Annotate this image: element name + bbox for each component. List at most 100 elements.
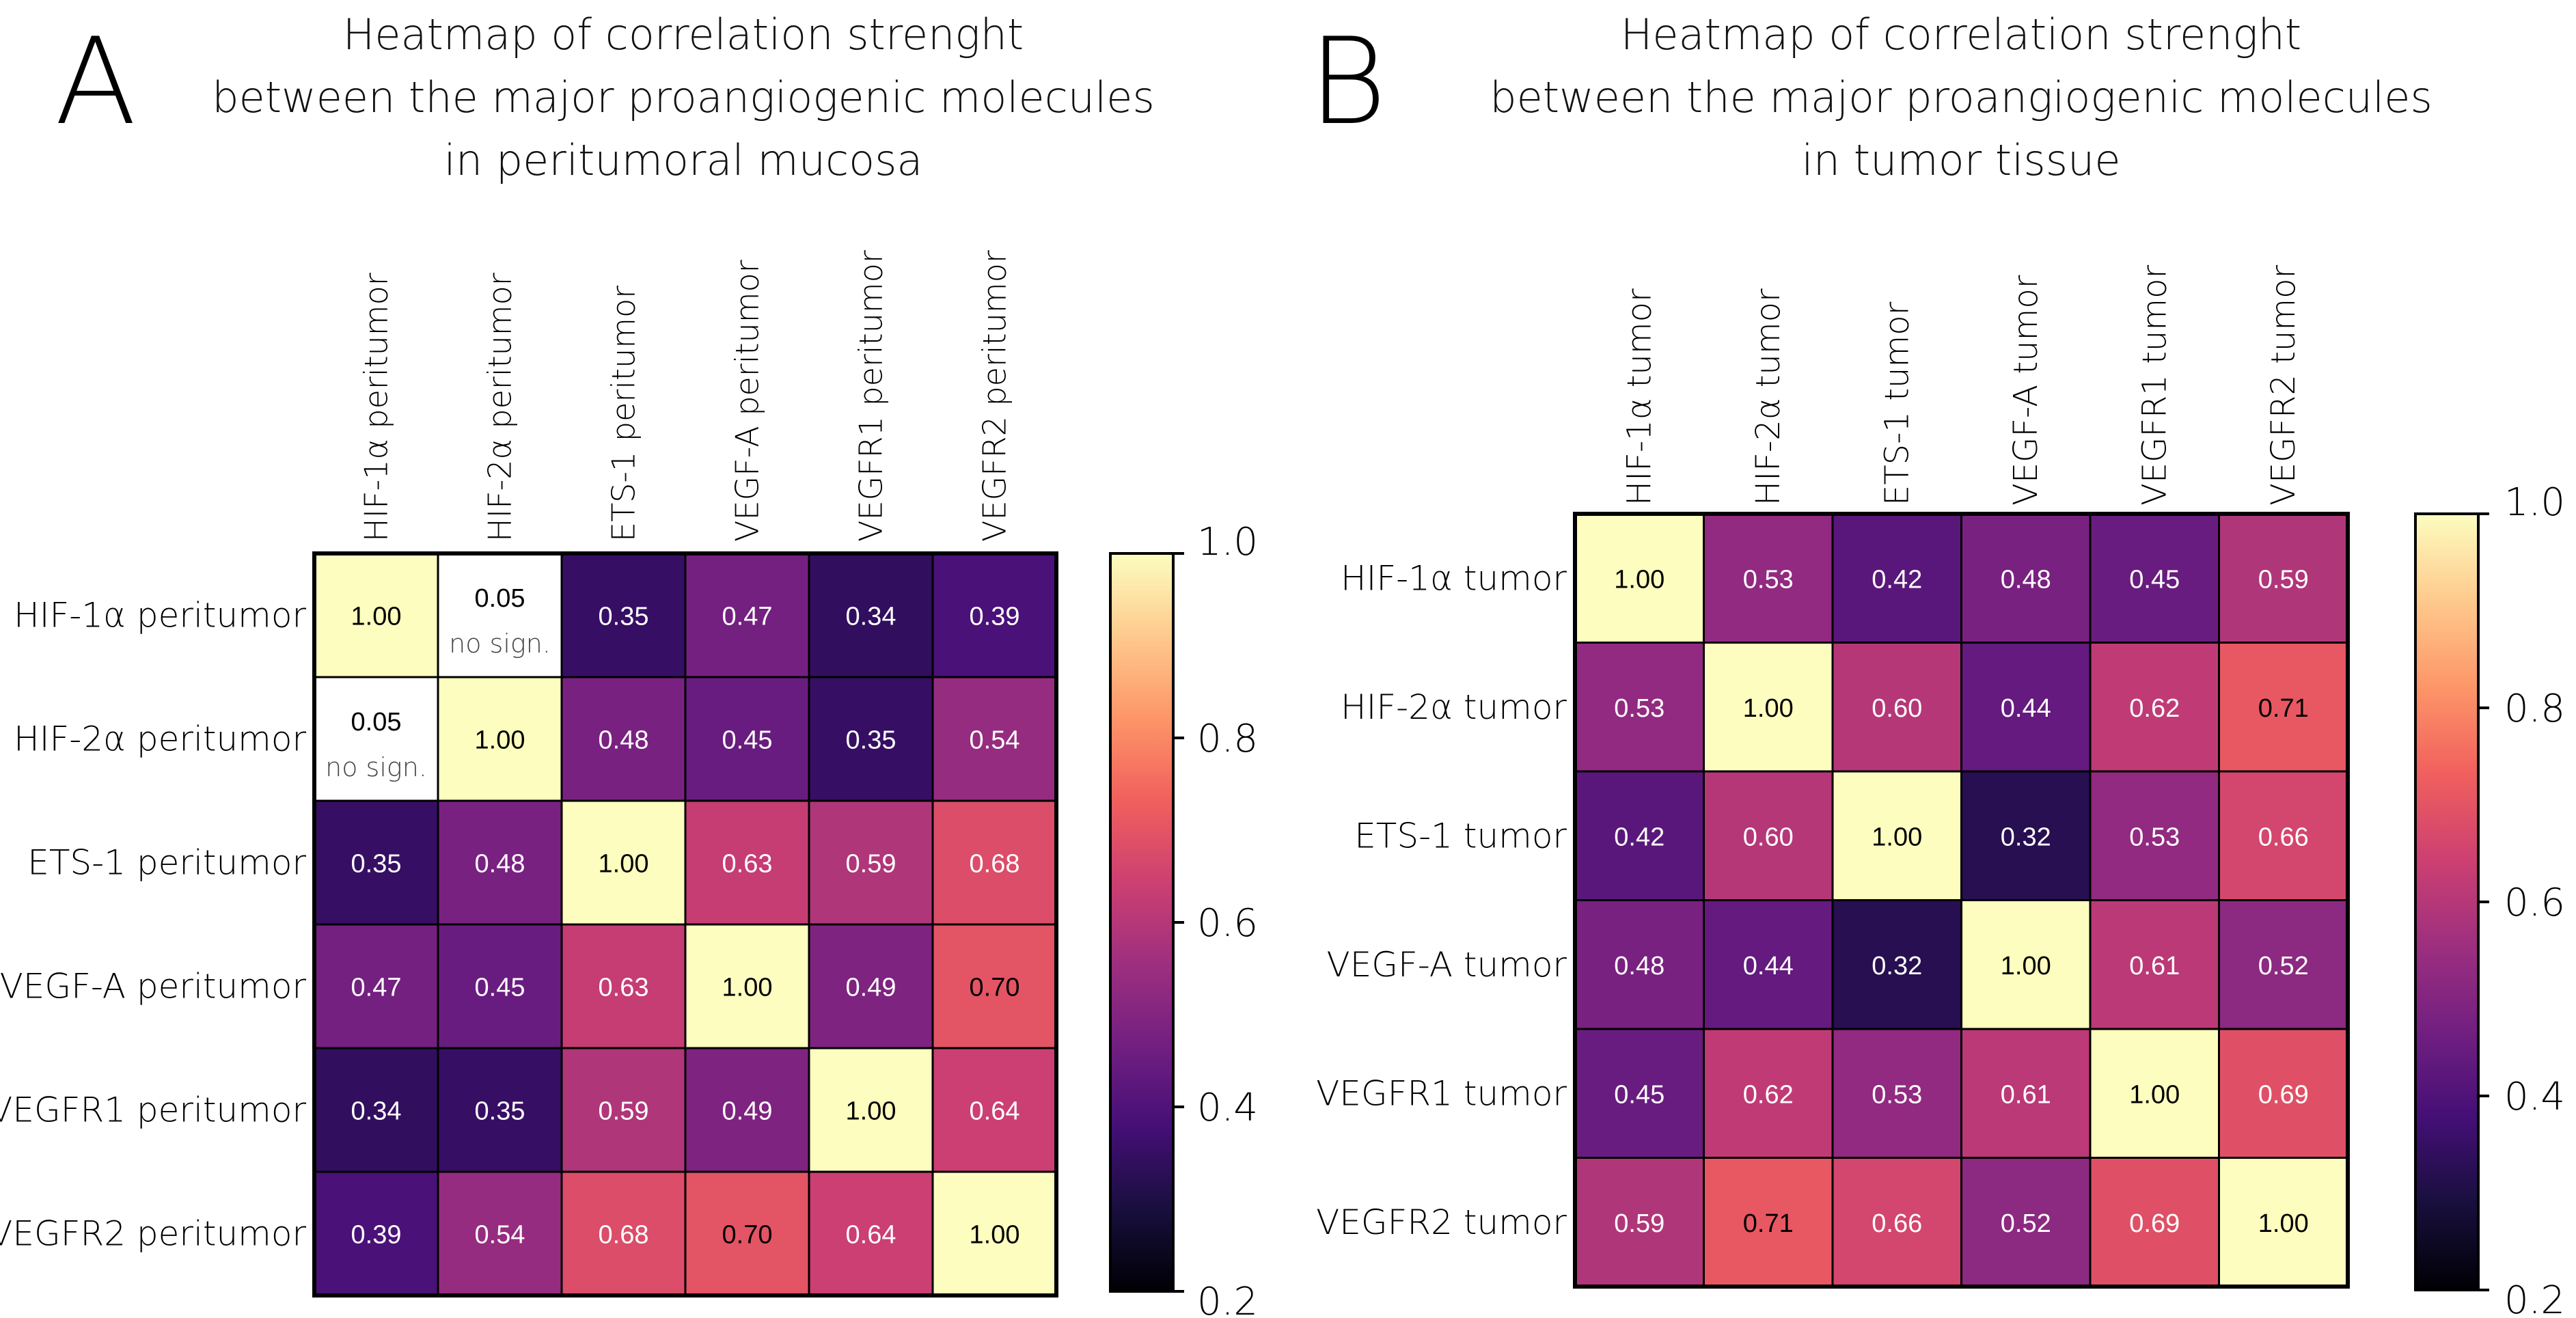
heatmap-cell bbox=[560, 552, 687, 678]
cell-value-label: 0.61 bbox=[2001, 1080, 2051, 1109]
heatmap-cell bbox=[1960, 1028, 2092, 1159]
cell-value-label: 0.68 bbox=[970, 850, 1020, 879]
cell-value-label: 0.39 bbox=[351, 1221, 402, 1250]
row-label: VEGFR2 tumor bbox=[1316, 1203, 1567, 1242]
heatmap-cell bbox=[313, 552, 439, 678]
cell-value-label: 0.53 bbox=[2129, 823, 2180, 851]
heatmap-cell bbox=[1703, 899, 1834, 1030]
heatmap-cell bbox=[2218, 1157, 2349, 1288]
row-label: ETS-1 tumor bbox=[1354, 816, 1567, 855]
colorbar-tick-label: 0.4 bbox=[2504, 1075, 2565, 1119]
cell-value-label: 0.54 bbox=[970, 726, 1020, 755]
column-label: VEGFR1 tumor bbox=[2135, 265, 2174, 506]
heatmap-cell bbox=[1574, 770, 1705, 901]
colorbar-tick-label: 0.4 bbox=[1197, 1086, 1258, 1130]
colorbar bbox=[2414, 512, 2480, 1291]
colorbar-tick-label: 0.6 bbox=[2504, 881, 2565, 925]
cell-value-label: 0.48 bbox=[475, 850, 525, 879]
cell-value-label: 0.39 bbox=[970, 603, 1020, 631]
heatmap-cell bbox=[684, 799, 810, 926]
cell-value-label: 0.48 bbox=[1614, 952, 1664, 980]
cell-value-label: 1.00 bbox=[722, 974, 773, 1002]
heatmap-cell bbox=[1960, 770, 2092, 901]
heatmap-cell bbox=[437, 552, 563, 678]
cell-value-label: 0.63 bbox=[722, 850, 773, 879]
column-label: VEGF-A peritumor bbox=[729, 260, 766, 542]
cell-value-label: 0.68 bbox=[599, 1221, 649, 1250]
column-label: ETS-1 tumor bbox=[1878, 301, 1916, 506]
colorbar-tick-label: 1.0 bbox=[2504, 480, 2565, 525]
cell-value-label: 0.54 bbox=[475, 1221, 525, 1250]
column-label: VEGFR1 peritumor bbox=[853, 250, 890, 542]
colorbar-tick-label: 0.8 bbox=[1197, 717, 1258, 761]
cell-value-label: 0.42 bbox=[1614, 823, 1664, 851]
row-label: VEGF-A peritumor bbox=[0, 967, 306, 1006]
colorbar-tick-label: 1.0 bbox=[1197, 520, 1258, 564]
row-label: HIF-1α tumor bbox=[1341, 558, 1567, 598]
chart-title-line: Heatmap of correlation strenght bbox=[1621, 10, 2301, 59]
cell-value-label: 1.00 bbox=[475, 726, 525, 755]
heatmap-cell bbox=[437, 676, 563, 802]
heatmap-cell bbox=[437, 799, 563, 926]
column-label: HIF-2α tumor bbox=[1749, 288, 1787, 506]
cell-value-label: 0.62 bbox=[2129, 694, 2180, 723]
heatmap-cell bbox=[684, 676, 810, 802]
heatmap-cell bbox=[931, 1047, 1058, 1173]
heatmap-cell bbox=[808, 1047, 934, 1173]
heatmap-cell bbox=[2218, 899, 2349, 1030]
cell-value-label: 1.00 bbox=[2001, 952, 2051, 980]
cell-value-label: 0.35 bbox=[599, 603, 649, 631]
cell-value-label: 0.44 bbox=[1743, 952, 1794, 980]
heatmap-cell bbox=[1960, 1157, 2092, 1288]
heatmap-frame bbox=[312, 551, 1058, 1298]
cell-value-label: 0.35 bbox=[475, 1097, 525, 1126]
heatmap-cell bbox=[313, 1170, 439, 1297]
heatmap-cell bbox=[2089, 642, 2220, 773]
heatmap-cell bbox=[313, 676, 439, 802]
cell-value-label: 0.45 bbox=[2129, 565, 2180, 594]
chart-title-line: in tumor tissue bbox=[1802, 135, 2121, 185]
cell-value-label: 1.00 bbox=[599, 850, 649, 879]
heatmap-cell bbox=[1574, 642, 1705, 773]
cell-value-label: 0.42 bbox=[1872, 565, 1922, 594]
row-label: HIF-2α tumor bbox=[1341, 687, 1567, 727]
cell-value-label: 0.45 bbox=[1614, 1080, 1664, 1109]
heatmap-frame bbox=[1573, 512, 2350, 1289]
cell-value-label: 0.45 bbox=[475, 974, 525, 1002]
heatmap-cell bbox=[1831, 770, 1962, 901]
chart-title-line: in peritumoral mucosa bbox=[444, 135, 923, 185]
colorbar bbox=[1109, 552, 1175, 1293]
heatmap-cell bbox=[931, 676, 1058, 802]
cell-value-label: 0.70 bbox=[970, 974, 1020, 1002]
heatmap-cell bbox=[1574, 1157, 1705, 1288]
heatmap-cell bbox=[560, 923, 687, 1049]
cell-value-label: 0.34 bbox=[846, 603, 896, 631]
cell-value-label: 0.05 bbox=[351, 708, 402, 737]
heatmap-cell bbox=[931, 799, 1058, 926]
cell-value-label: 0.49 bbox=[722, 1097, 773, 1126]
cell-value-label: 1.00 bbox=[1872, 823, 1922, 851]
row-label: HIF-1α peritumor bbox=[14, 596, 306, 635]
cell-value-label: 0.53 bbox=[1743, 565, 1794, 594]
panel-label-b: B bbox=[1308, 13, 1387, 152]
heatmap-cell bbox=[1831, 642, 1962, 773]
cell-value-label: 1.00 bbox=[970, 1221, 1020, 1250]
cell-value-label: 0.61 bbox=[2129, 952, 2180, 980]
heatmap-cell bbox=[1831, 512, 1962, 644]
cell-value-label: 0.59 bbox=[2258, 565, 2309, 594]
heatmap-cell bbox=[808, 923, 934, 1049]
non-significant-label: no sign. bbox=[449, 629, 551, 659]
column-label: VEGF-A tumor bbox=[2007, 275, 2045, 506]
cell-value-label: 0.59 bbox=[599, 1097, 649, 1126]
cell-value-label: 1.00 bbox=[1614, 565, 1664, 594]
cell-value-label: 0.60 bbox=[1743, 823, 1794, 851]
cell-value-label: 0.59 bbox=[846, 850, 896, 879]
heatmap-cell bbox=[2218, 1028, 2349, 1159]
heatmap-panel-b: B Heatmap of correlation strenght between … bbox=[1308, 10, 2565, 1318]
cell-value-label: 0.48 bbox=[599, 726, 649, 755]
heatmap-cell bbox=[560, 1170, 687, 1297]
row-label: VEGFR2 peritumor bbox=[0, 1214, 306, 1254]
column-label: ETS-1 peritumor bbox=[605, 286, 642, 542]
cell-value-label: 1.00 bbox=[2129, 1080, 2180, 1109]
